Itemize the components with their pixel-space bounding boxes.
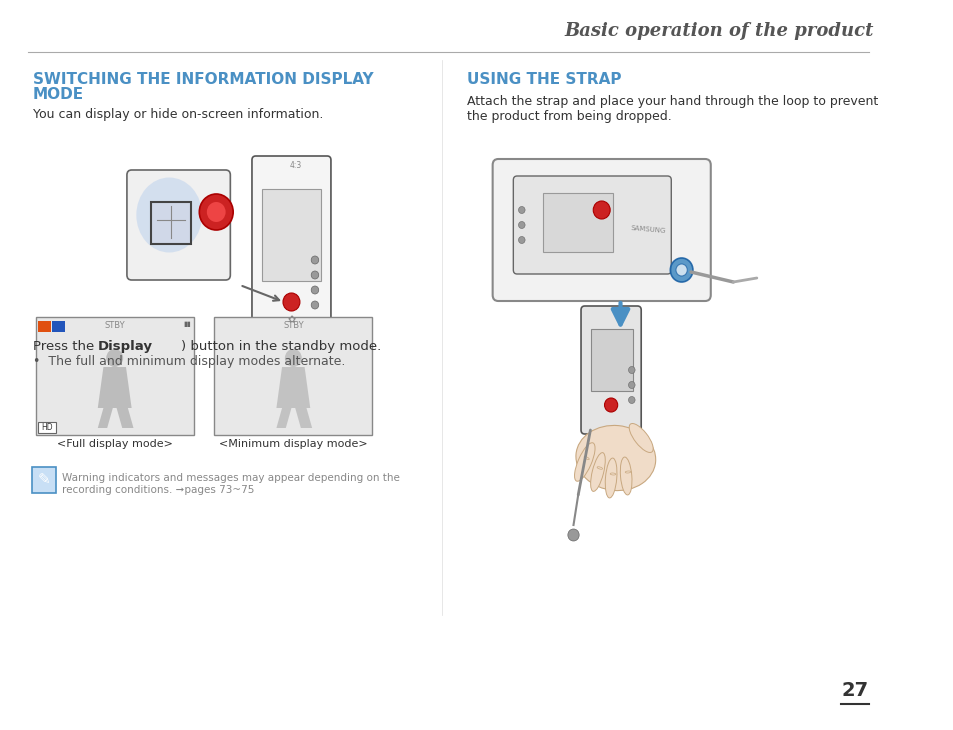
Text: SWITCHING THE INFORMATION DISPLAY: SWITCHING THE INFORMATION DISPLAY bbox=[32, 72, 374, 87]
Text: STBY: STBY bbox=[283, 321, 303, 330]
Text: 27: 27 bbox=[841, 681, 868, 700]
Text: Attach the strap and place your hand through the loop to prevent
the product fro: Attach the strap and place your hand thr… bbox=[467, 95, 878, 123]
FancyBboxPatch shape bbox=[591, 329, 632, 391]
FancyBboxPatch shape bbox=[51, 321, 65, 332]
FancyBboxPatch shape bbox=[152, 202, 191, 244]
Text: ▮▮: ▮▮ bbox=[183, 321, 191, 327]
Circle shape bbox=[604, 398, 617, 412]
Polygon shape bbox=[97, 408, 112, 428]
Text: Press the: Press the bbox=[32, 340, 98, 353]
Circle shape bbox=[567, 529, 578, 541]
Circle shape bbox=[518, 237, 524, 244]
FancyBboxPatch shape bbox=[127, 170, 230, 280]
Text: Display: Display bbox=[97, 340, 152, 353]
Ellipse shape bbox=[619, 457, 631, 495]
Text: SAMSUNG: SAMSUNG bbox=[630, 226, 666, 234]
Circle shape bbox=[670, 258, 692, 282]
Polygon shape bbox=[97, 367, 132, 408]
FancyBboxPatch shape bbox=[262, 189, 320, 281]
Circle shape bbox=[518, 221, 524, 228]
Circle shape bbox=[106, 349, 123, 367]
Circle shape bbox=[311, 301, 318, 309]
Text: USING THE STRAP: USING THE STRAP bbox=[467, 72, 621, 87]
Circle shape bbox=[285, 349, 301, 367]
Text: Warning indicators and messages may appear depending on the
recording conditions: Warning indicators and messages may appe… bbox=[62, 473, 399, 495]
Polygon shape bbox=[294, 408, 312, 428]
Circle shape bbox=[676, 264, 686, 276]
FancyBboxPatch shape bbox=[492, 159, 710, 301]
Text: Basic operation of the product: Basic operation of the product bbox=[564, 22, 874, 40]
FancyBboxPatch shape bbox=[37, 422, 56, 433]
Circle shape bbox=[628, 382, 635, 388]
Ellipse shape bbox=[604, 458, 617, 498]
Text: <Full display mode>: <Full display mode> bbox=[57, 439, 172, 449]
FancyBboxPatch shape bbox=[35, 317, 193, 435]
Ellipse shape bbox=[629, 423, 653, 453]
FancyBboxPatch shape bbox=[157, 334, 177, 347]
Circle shape bbox=[199, 194, 233, 230]
Text: <Minimum display mode>: <Minimum display mode> bbox=[219, 439, 367, 449]
Text: ) button in the standby mode.: ) button in the standby mode. bbox=[181, 340, 381, 353]
Circle shape bbox=[311, 286, 318, 294]
FancyBboxPatch shape bbox=[513, 176, 671, 274]
FancyBboxPatch shape bbox=[580, 306, 640, 434]
FancyBboxPatch shape bbox=[32, 467, 56, 493]
Text: 4:3: 4:3 bbox=[290, 161, 302, 169]
Circle shape bbox=[518, 207, 524, 213]
Text: •  The full and minimum display modes alternate.: • The full and minimum display modes alt… bbox=[32, 355, 345, 368]
Text: MODE: MODE bbox=[32, 87, 84, 102]
Circle shape bbox=[311, 271, 318, 279]
Circle shape bbox=[311, 256, 318, 264]
Text: HD: HD bbox=[41, 423, 52, 432]
Text: You can display or hide on-screen information.: You can display or hide on-screen inform… bbox=[32, 108, 323, 121]
FancyBboxPatch shape bbox=[162, 337, 170, 344]
Polygon shape bbox=[276, 408, 292, 428]
Text: STBY: STBY bbox=[104, 321, 125, 330]
Polygon shape bbox=[116, 408, 133, 428]
Ellipse shape bbox=[576, 426, 655, 491]
Circle shape bbox=[283, 293, 299, 311]
Ellipse shape bbox=[136, 177, 202, 253]
Circle shape bbox=[593, 201, 610, 219]
Ellipse shape bbox=[590, 453, 604, 491]
Ellipse shape bbox=[574, 442, 595, 481]
Polygon shape bbox=[276, 367, 310, 408]
Text: ✎: ✎ bbox=[38, 472, 51, 488]
FancyBboxPatch shape bbox=[214, 317, 372, 435]
Circle shape bbox=[207, 202, 226, 222]
FancyBboxPatch shape bbox=[37, 321, 51, 332]
FancyBboxPatch shape bbox=[543, 193, 613, 252]
FancyBboxPatch shape bbox=[252, 156, 331, 329]
Text: ✿: ✿ bbox=[287, 315, 295, 325]
Circle shape bbox=[628, 396, 635, 404]
Circle shape bbox=[628, 366, 635, 374]
